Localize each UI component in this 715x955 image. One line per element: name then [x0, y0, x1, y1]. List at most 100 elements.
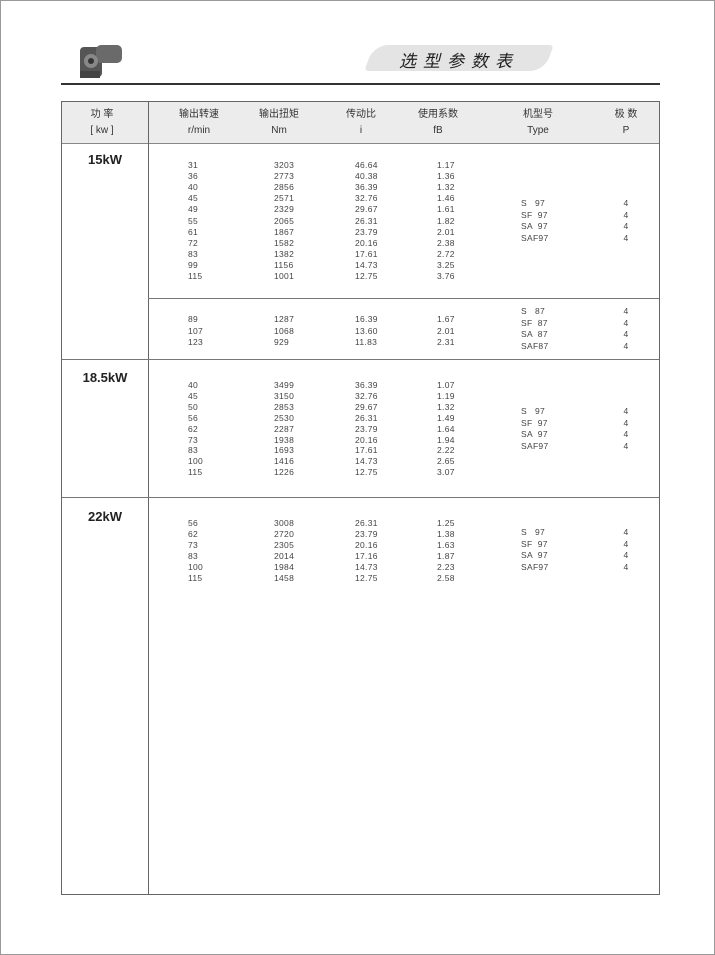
- table-cell: 1068: [274, 325, 295, 336]
- table-cell: 2571: [274, 193, 295, 204]
- table-cell: 20.16: [355, 237, 378, 248]
- column-title: 极 数: [614, 109, 638, 120]
- column-unit: [ kw ]: [90, 125, 114, 136]
- type-label: SA 87: [521, 329, 548, 340]
- row-divider: [148, 298, 659, 299]
- power-label: 18.5kW: [82, 370, 128, 385]
- table-cell: 1.82: [437, 215, 455, 226]
- table-cell: 2.01: [437, 226, 455, 237]
- type-label: SF 97: [521, 417, 548, 428]
- table-cell: 89: [188, 314, 199, 324]
- table-cell: 1.32: [437, 401, 455, 412]
- table-cell: 62: [188, 423, 199, 434]
- pole-count: 4: [623, 329, 629, 340]
- column-title: 使用系数: [418, 109, 458, 120]
- table-cell: 99: [188, 259, 199, 270]
- table-cell: 36.39: [355, 182, 378, 193]
- type-label: SA 97: [521, 221, 548, 232]
- table-cell: 1.19: [437, 390, 455, 401]
- pole-count: 4: [623, 429, 629, 440]
- table-cell: 50: [188, 401, 199, 412]
- pole-count: 4: [623, 209, 629, 220]
- table-cell: 14.73: [355, 456, 378, 467]
- table-cell: 2.65: [437, 456, 455, 467]
- table-cell: 2773: [274, 171, 295, 182]
- table-cell: 1.64: [437, 423, 455, 434]
- power-label: 22kW: [88, 509, 122, 524]
- column-unit: r/min: [187, 125, 211, 136]
- table-cell: 2065: [274, 215, 295, 226]
- table-cell: 83: [188, 551, 199, 561]
- table-cell: 46.64: [355, 160, 378, 170]
- table-cell: 45: [188, 193, 199, 204]
- table-header: 功 率 [ kw ] 输出转速 r/min 输出扭矩 Nm 传动比 i 使用系数 fB 机型号 Typ…: [62, 102, 659, 144]
- table-cell: 2720: [274, 529, 295, 539]
- pole-count: 4: [623, 221, 629, 232]
- table-cell: 115: [188, 467, 203, 478]
- selection-table: 功 率 [ kw ] 输出转速 r/min 输出扭矩 Nm 传动比 i 使用系数 fB 机型号 Typ…: [61, 101, 660, 895]
- table-cell: 2.01: [437, 325, 455, 336]
- type-label: SF 87: [521, 317, 548, 328]
- column-header: 机型号 Type: [523, 107, 553, 139]
- table-cell: 115: [188, 271, 203, 281]
- column-title: 功 率: [90, 109, 114, 120]
- table-cell: 17.61: [355, 248, 378, 259]
- column-title: 机型号: [523, 109, 553, 120]
- table-cell: 2.72: [437, 248, 455, 259]
- header-divider: [61, 83, 660, 85]
- table-cell: 3008: [274, 518, 295, 528]
- type-label: SF 97: [521, 538, 548, 549]
- table-cell: 36: [188, 171, 199, 182]
- table-cell: 14.73: [355, 562, 378, 572]
- table-cell: 40.38: [355, 171, 378, 182]
- table-cell: 20.16: [355, 540, 378, 550]
- column-header: 输出扭矩 Nm: [259, 107, 299, 139]
- table-cell: 1226: [274, 467, 295, 478]
- table-cell: 72: [188, 237, 199, 248]
- type-label: SF 97: [521, 209, 548, 220]
- table-cell: 49: [188, 204, 199, 215]
- table-cell: 1.07: [437, 380, 455, 390]
- table-cell: 2287: [274, 423, 295, 434]
- table-cell: 73: [188, 540, 199, 550]
- table-cell: 1287: [274, 314, 295, 324]
- table-cell: 2.23: [437, 562, 455, 572]
- table-cell: 1.36: [437, 171, 455, 182]
- table-cell: 40: [188, 380, 199, 390]
- table-cell: 14.73: [355, 259, 378, 270]
- table-cell: 1382: [274, 248, 295, 259]
- table-cell: 2853: [274, 401, 295, 412]
- pole-count: 4: [623, 317, 629, 328]
- column-header: 极 数 P: [615, 107, 638, 139]
- table-cell: 23.79: [355, 226, 378, 237]
- table-cell: 3203: [274, 160, 295, 170]
- table-cell: 36.39: [355, 380, 378, 390]
- pole-count: 4: [623, 538, 629, 549]
- table-cell: 29.67: [355, 204, 378, 215]
- type-label: S 87: [521, 306, 546, 316]
- column-title: 输出转速: [179, 109, 219, 120]
- table-cell: 1001: [274, 271, 295, 281]
- column-unit: Nm: [271, 125, 287, 136]
- table-cell: 17.16: [355, 551, 378, 561]
- table-cell: 26.31: [355, 412, 378, 423]
- table-cell: 1.87: [437, 551, 455, 561]
- table-cell: 3.07: [437, 467, 455, 478]
- table-cell: 1458: [274, 573, 295, 583]
- table-cell: 1693: [274, 445, 295, 456]
- type-label: S 97: [521, 527, 546, 537]
- table-cell: 23.79: [355, 423, 378, 434]
- table-cell: 29.67: [355, 401, 378, 412]
- table-cell: 2.31: [437, 337, 455, 347]
- table-cell: 123: [188, 337, 204, 347]
- table-cell: 56: [188, 518, 199, 528]
- table-cell: 56: [188, 412, 199, 423]
- table-cell: 11.83: [355, 337, 378, 347]
- column-header: 功 率 [ kw ]: [90, 107, 113, 139]
- table-cell: 1867: [274, 226, 295, 237]
- table-cell: 2.38: [437, 237, 455, 248]
- table-cell: 2329: [274, 204, 295, 215]
- type-label: SAF97: [521, 440, 549, 451]
- column-divider: [148, 102, 149, 894]
